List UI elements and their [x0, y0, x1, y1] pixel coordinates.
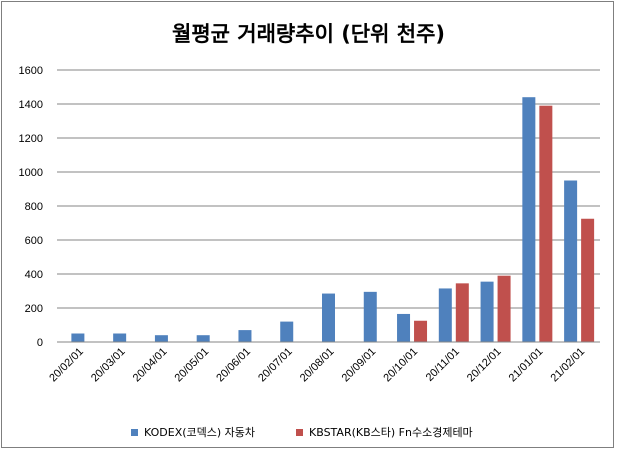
bar-kbstar-21-01-01	[539, 105, 553, 342]
bar-kbstar-20-11-01	[455, 283, 469, 342]
y-tick-label: 0	[37, 337, 43, 349]
bar-kodex-20-12-01	[480, 281, 494, 342]
bar-kbstar-21-02-01	[581, 218, 595, 342]
y-tick-label: 600	[25, 235, 43, 247]
legend-item-kodex: KODEX(코덱스) 자동차	[131, 424, 255, 440]
chart-title: 월평균 거래량추이 (단위 천주)	[172, 22, 445, 46]
bar-kodex-20-05-01	[196, 335, 210, 342]
x-tick-label: 20/04/01	[131, 346, 170, 385]
y-tick-label: 800	[25, 201, 43, 213]
x-tick-label: 21/01/01	[507, 346, 546, 385]
x-tick-label: 20/06/01	[214, 346, 253, 385]
x-tick-label: 20/08/01	[298, 346, 337, 385]
y-tick-label: 1600	[19, 65, 43, 77]
bar-kodex-21-02-01	[564, 180, 578, 342]
bar-kodex-21-01-01	[522, 97, 536, 342]
bar-kodex-20-10-01	[397, 313, 411, 342]
bar-kodex-20-02-01	[71, 333, 85, 342]
bar-kodex-20-08-01	[322, 293, 335, 342]
legend-label-kodex: KODEX(코덱스) 자동차	[144, 426, 256, 439]
x-tick-label: 20/10/01	[381, 346, 420, 385]
x-tick-label: 20/03/01	[89, 346, 128, 385]
y-tick-label: 400	[25, 269, 43, 281]
x-tick-label: 21/02/01	[548, 346, 587, 385]
x-tick-label: 20/05/01	[173, 346, 212, 385]
x-tick-label: 20/11/01	[424, 346, 462, 384]
y-tick-label: 1400	[19, 99, 43, 111]
x-tick-label: 20/09/01	[340, 346, 379, 385]
bar-kodex-20-07-01	[280, 321, 294, 342]
bar-kodex-20-11-01	[438, 288, 452, 342]
bar-kodex-20-09-01	[363, 291, 377, 342]
bar-kbstar-20-10-01	[414, 320, 428, 342]
bar-kbstar-20-12-01	[497, 275, 511, 342]
x-tick-label: 20/02/01	[47, 346, 86, 385]
bar-kodex-20-04-01	[154, 335, 168, 342]
y-tick-label: 1200	[19, 133, 43, 145]
y-tick-label: 200	[25, 303, 43, 315]
legend-item-kbstar: KBSTAR(KB스타) Fn수소경제테마	[296, 424, 473, 440]
bar-kodex-20-03-01	[113, 333, 127, 342]
bar-kodex-20-06-01	[238, 330, 252, 342]
legend-swatch-kbstar	[296, 429, 303, 436]
legend-swatch-kodex	[131, 429, 138, 436]
x-tick-label: 20/12/01	[465, 346, 504, 385]
legend-label-kbstar: KBSTAR(KB스타) Fn수소경제테마	[309, 426, 473, 439]
y-tick-label: 1000	[19, 167, 43, 179]
legend: KODEX(코덱스) 자동차 KBSTAR(KB스타) Fn수소경제테마	[0, 424, 617, 440]
x-tick-label: 20/07/01	[256, 346, 295, 385]
